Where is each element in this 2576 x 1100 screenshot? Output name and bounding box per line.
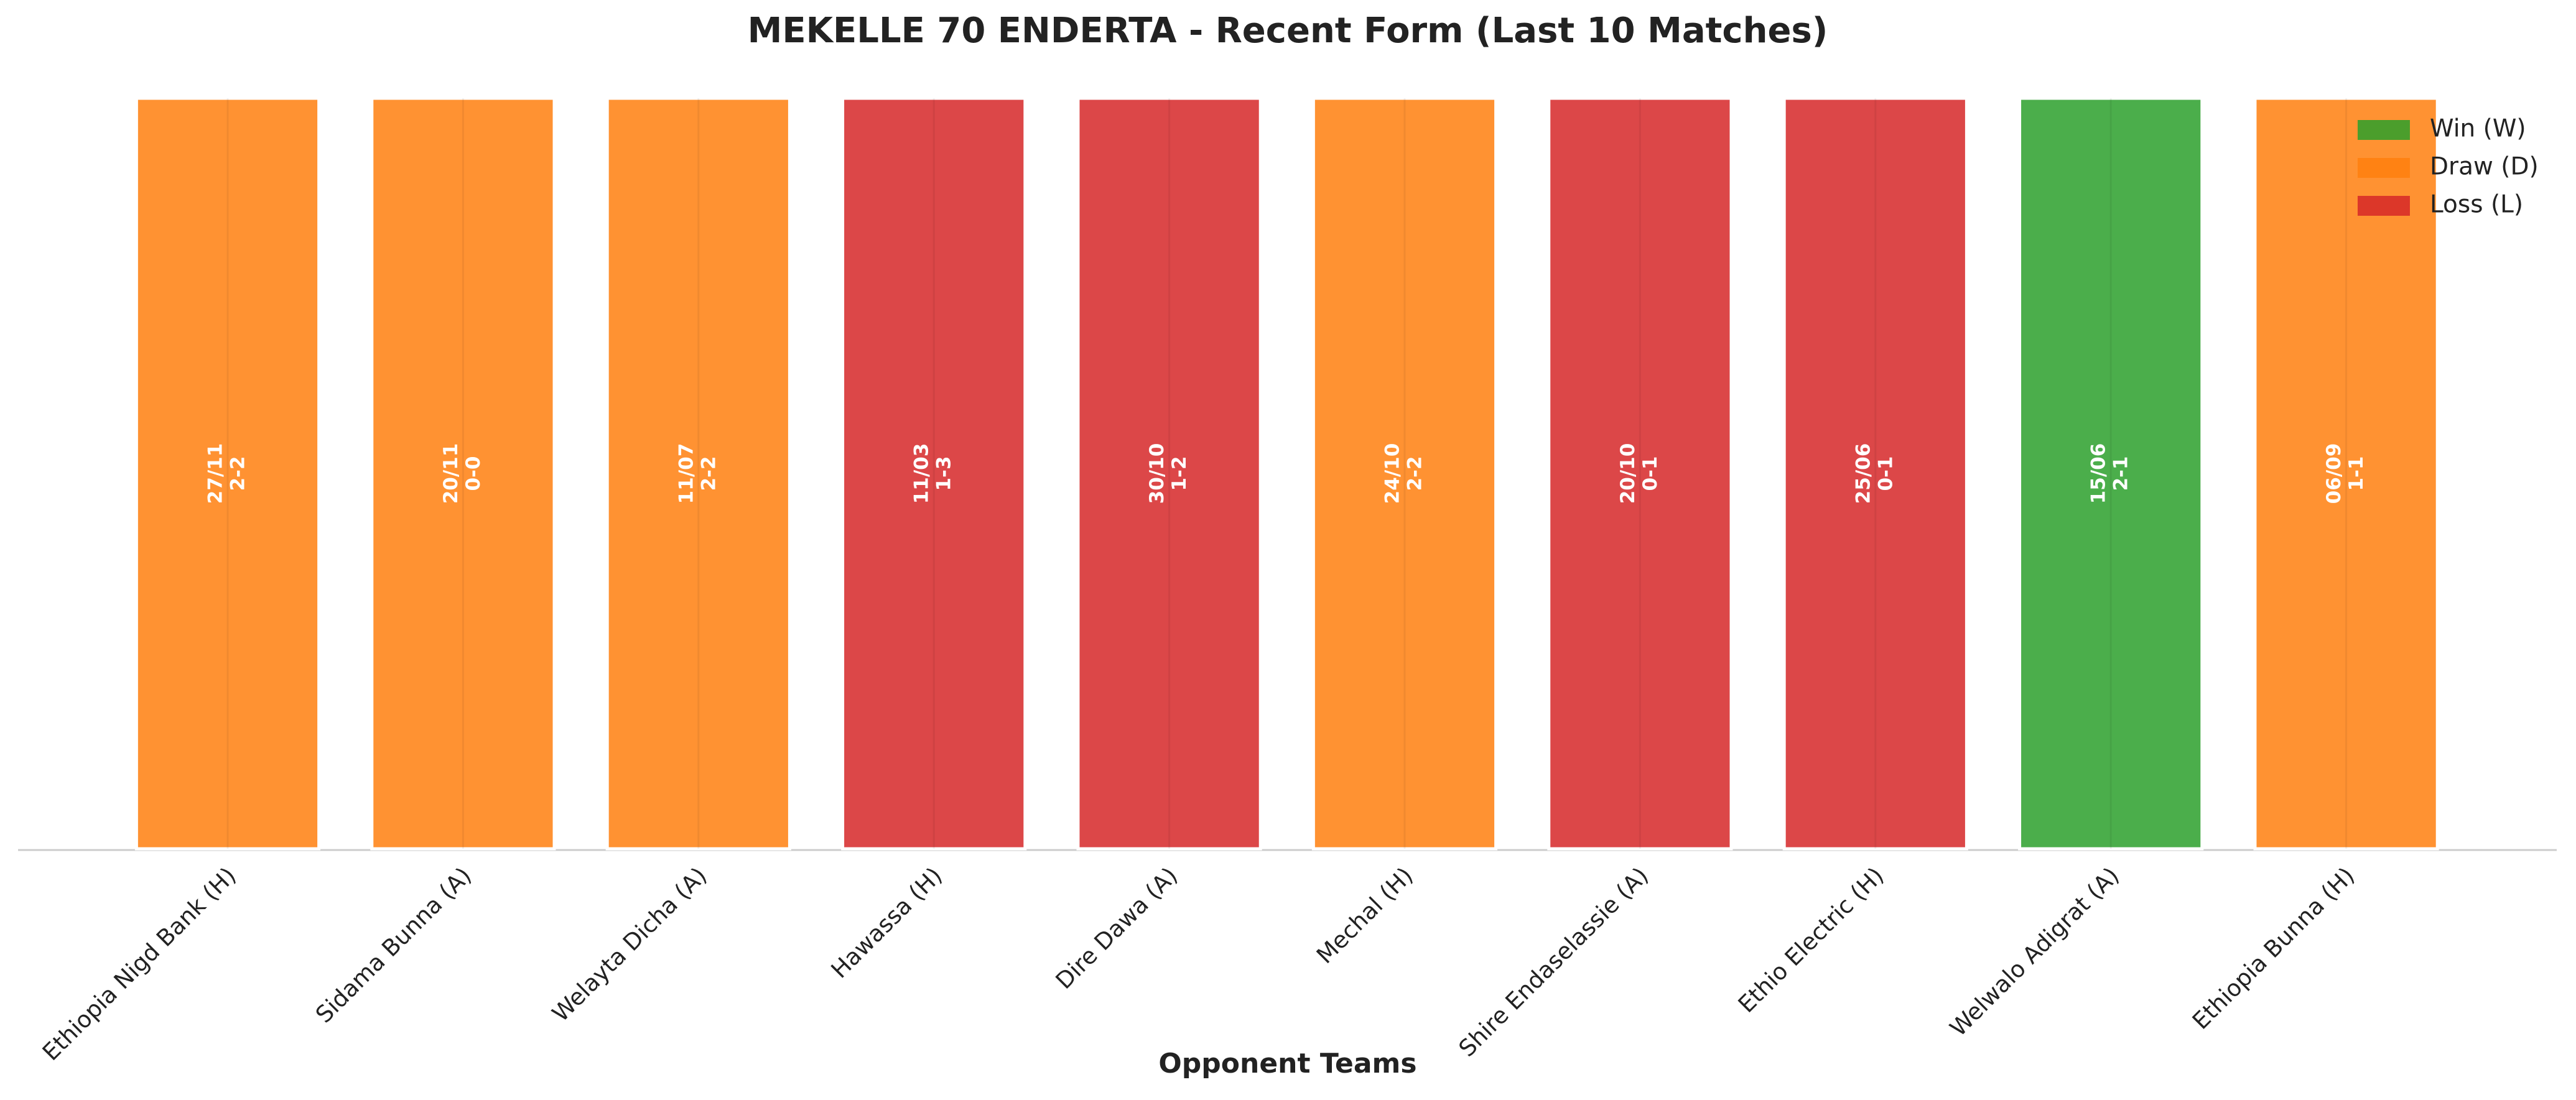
bar bbox=[2253, 96, 2439, 851]
bar bbox=[1311, 96, 1498, 851]
bar-date-label: 25/06 bbox=[1852, 443, 1874, 504]
bar-date-label: 11/03 bbox=[911, 443, 933, 504]
bar bbox=[1782, 96, 1968, 851]
bar-score-label: 2-2 bbox=[227, 456, 249, 491]
bar-score-label: 1-1 bbox=[2345, 456, 2368, 491]
legend-swatch bbox=[2358, 158, 2410, 178]
bar bbox=[134, 96, 321, 851]
bar-date-label: 24/10 bbox=[1382, 443, 1404, 504]
bar-date-label: 30/10 bbox=[1146, 443, 1168, 504]
bar bbox=[841, 96, 1027, 851]
chart-title: MEKELLE 70 ENDERTA - Recent Form (Last 1… bbox=[748, 11, 1828, 51]
bar-score-label: 2-1 bbox=[2110, 456, 2132, 491]
legend-swatch bbox=[2358, 120, 2410, 140]
bar-score-label: 2-2 bbox=[1404, 456, 1426, 491]
bar-date-label: 15/06 bbox=[2088, 443, 2110, 504]
legend-label: Loss (L) bbox=[2430, 191, 2523, 219]
x-axis-title: Opponent Teams bbox=[1158, 1048, 1416, 1079]
legend-label: Win (W) bbox=[2430, 115, 2526, 143]
bar bbox=[2018, 96, 2204, 851]
bar-score-label: 0-1 bbox=[1639, 456, 1662, 491]
bar-date-label: 20/10 bbox=[1617, 443, 1639, 504]
bar-score-label: 1-3 bbox=[933, 456, 956, 491]
bar-score-label: 0-1 bbox=[1874, 456, 1897, 491]
bar-score-label: 0-0 bbox=[462, 456, 485, 491]
bar bbox=[370, 96, 556, 851]
bar bbox=[605, 96, 791, 851]
bar-date-label: 11/07 bbox=[675, 443, 697, 504]
bar bbox=[1076, 96, 1262, 851]
bar-score-label: 2-2 bbox=[697, 456, 720, 491]
bar bbox=[1547, 96, 1733, 851]
legend-label: Draw (D) bbox=[2430, 153, 2539, 181]
bar-date-label: 27/11 bbox=[205, 443, 227, 504]
legend-swatch bbox=[2358, 196, 2410, 216]
bar-date-label: 20/11 bbox=[440, 443, 462, 504]
bar-date-label: 06/09 bbox=[2323, 443, 2345, 504]
bar-score-label: 1-2 bbox=[1168, 456, 1191, 491]
